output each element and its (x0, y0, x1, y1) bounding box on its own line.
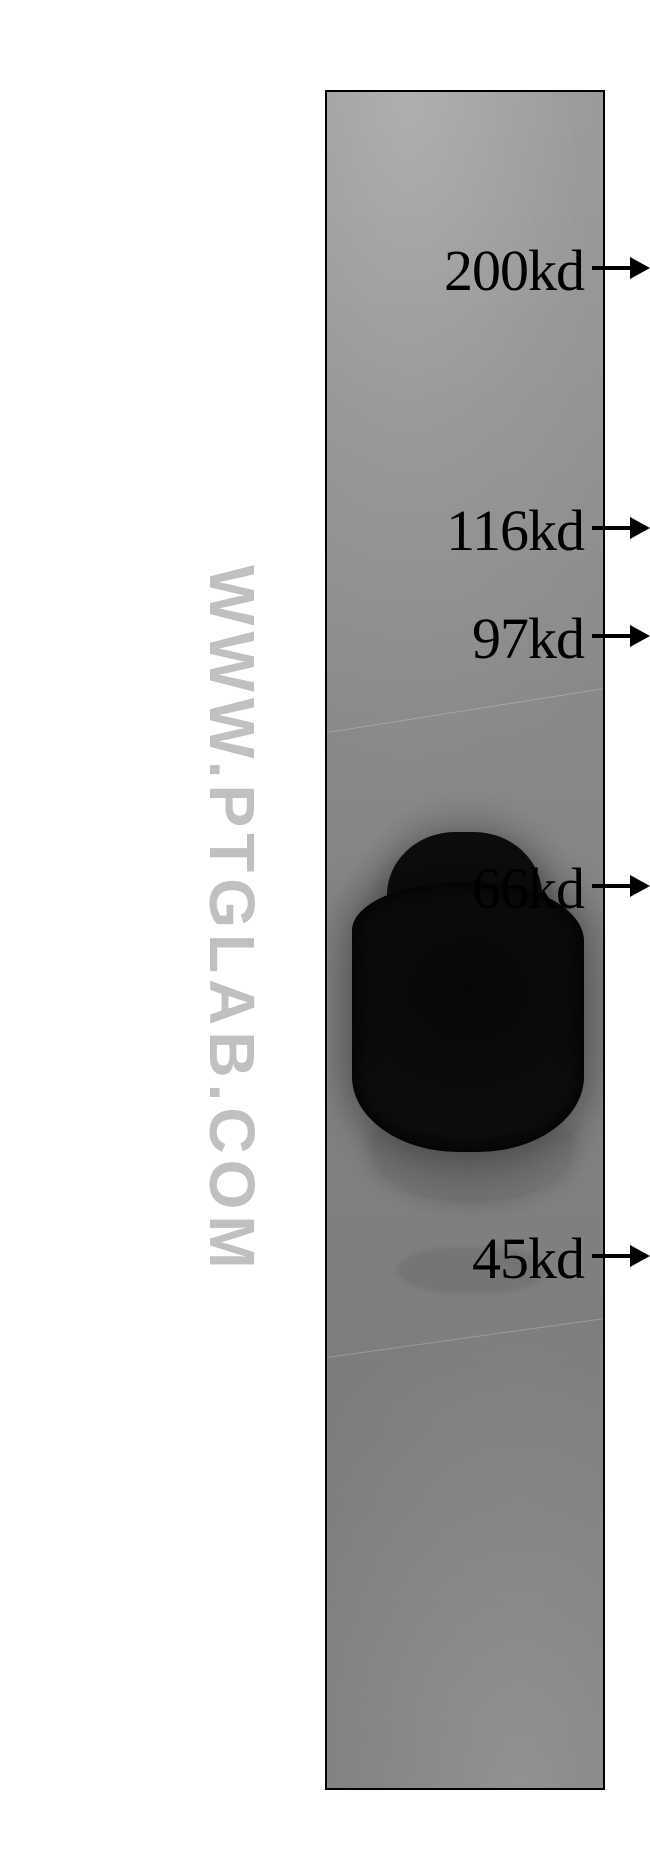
marker-label: 116kd (446, 497, 584, 564)
arrow-right-icon (592, 251, 650, 289)
arrow-right-icon (592, 1239, 650, 1277)
arrow-right-icon (592, 869, 650, 907)
marker-97kd: 97kd (332, 608, 650, 668)
blot-lane (325, 90, 605, 1790)
marker-200kd: 200kd (332, 240, 650, 300)
marker-66kd: 66kd (332, 858, 650, 918)
blot-figure: WWW.PTGLAB.COM 200kd 116kd 97kd (0, 0, 650, 1855)
marker-label: 66kd (472, 855, 584, 922)
marker-45kd: 45kd (332, 1228, 650, 1288)
marker-label: 45kd (472, 1225, 584, 1292)
arrow-right-icon (592, 619, 650, 657)
arrow-right-icon (592, 511, 650, 549)
marker-label: 97kd (472, 605, 584, 672)
watermark-text: WWW.PTGLAB.COM (195, 120, 269, 1720)
main-band (352, 882, 584, 1152)
marker-116kd: 116kd (332, 500, 650, 560)
marker-label: 200kd (444, 237, 584, 304)
